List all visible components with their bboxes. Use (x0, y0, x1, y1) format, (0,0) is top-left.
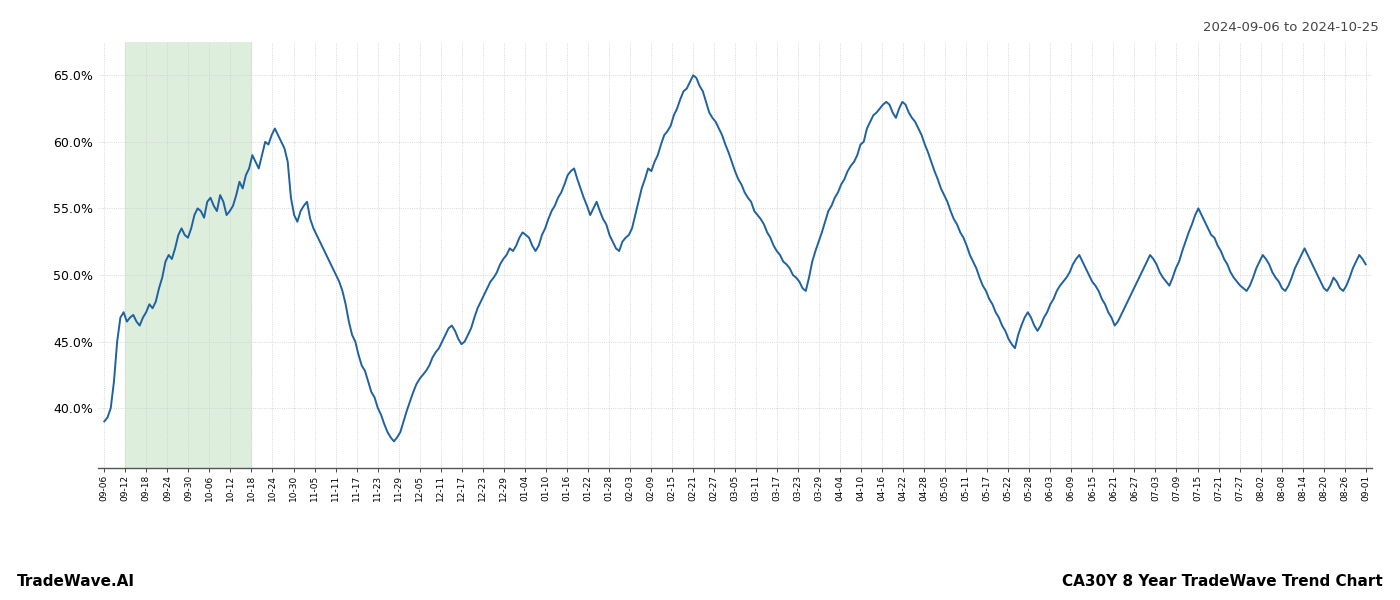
Text: 2024-09-06 to 2024-10-25: 2024-09-06 to 2024-10-25 (1203, 21, 1379, 34)
Text: TradeWave.AI: TradeWave.AI (17, 574, 134, 589)
Text: CA30Y 8 Year TradeWave Trend Chart: CA30Y 8 Year TradeWave Trend Chart (1063, 574, 1383, 589)
Bar (126, 42, 252, 468)
